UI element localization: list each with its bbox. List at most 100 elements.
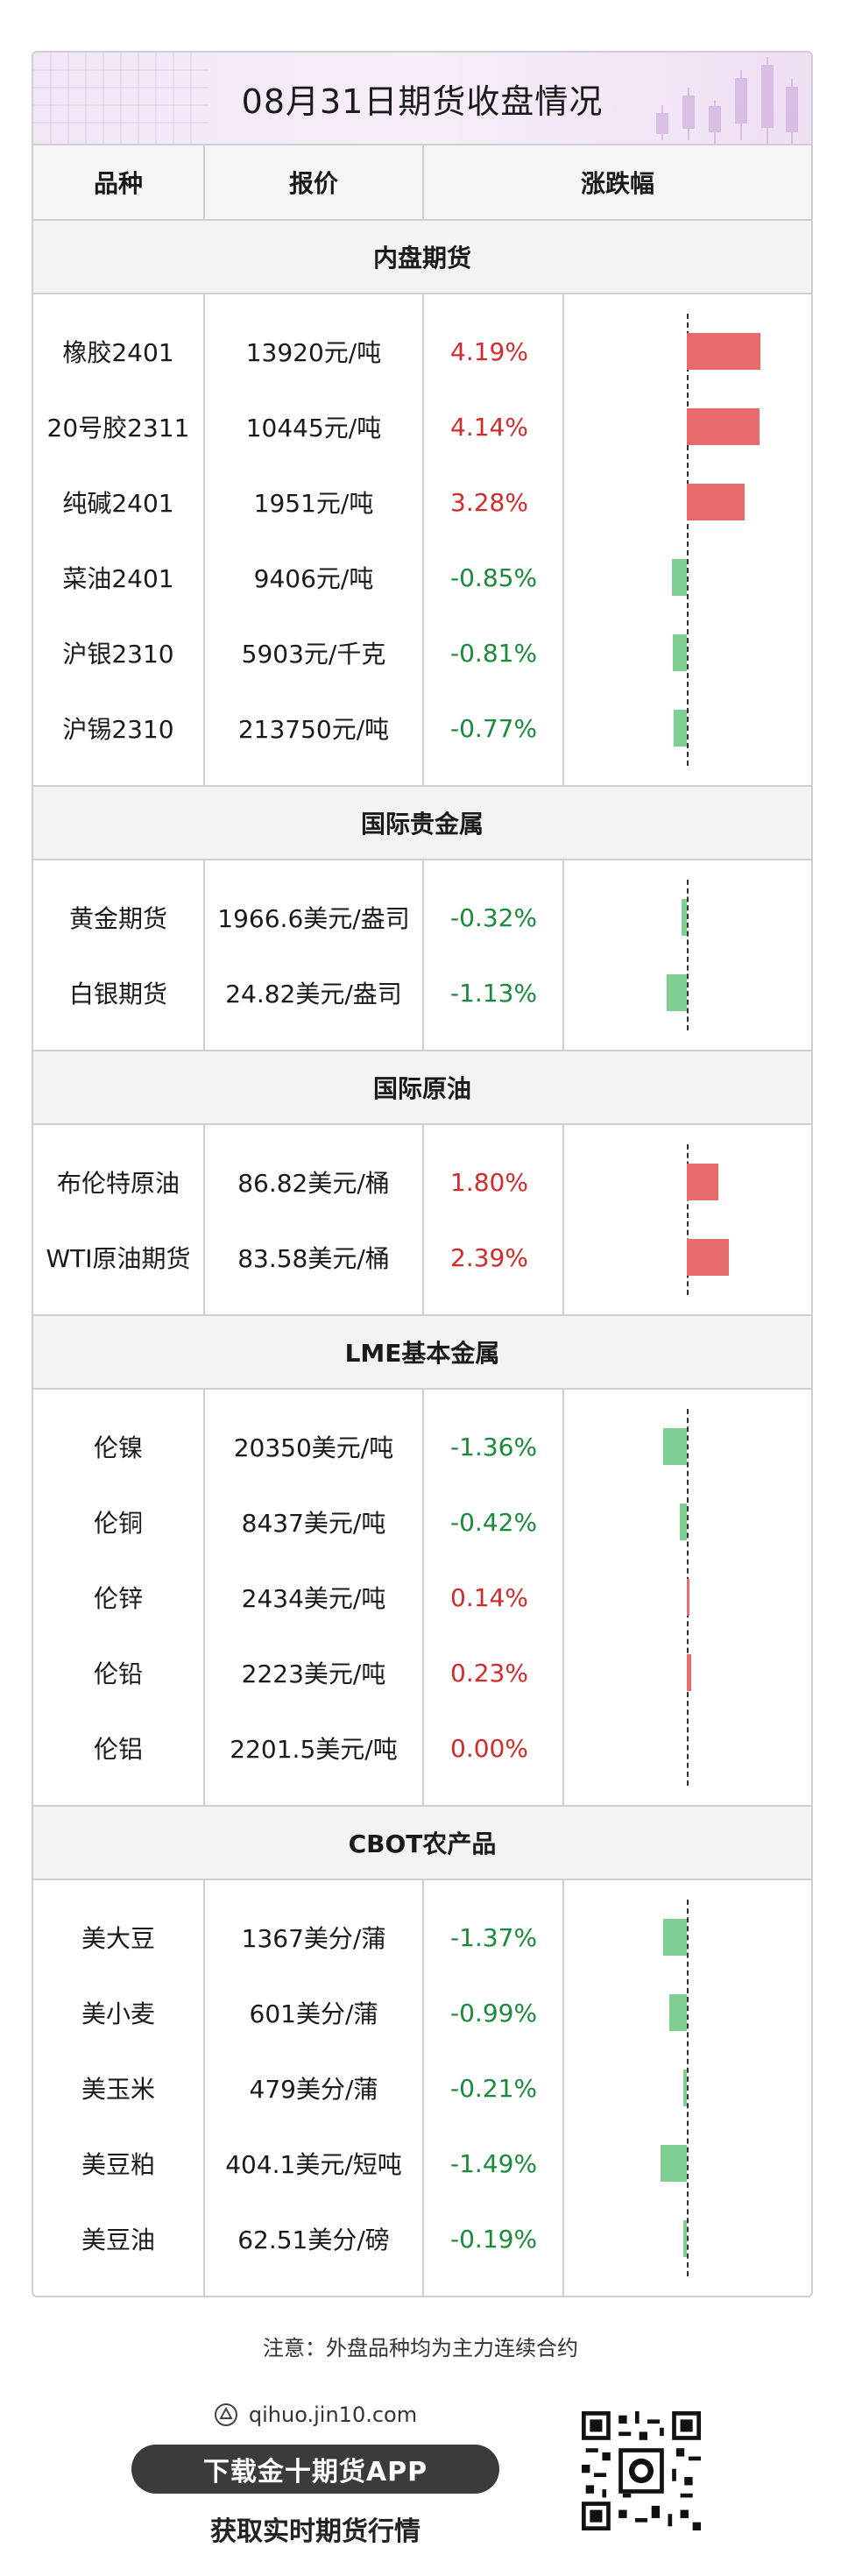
change-bar: [661, 2145, 687, 2182]
cell-change: -0.99%: [450, 1998, 538, 2028]
col-change: -0.32% -1.13%: [424, 860, 564, 1050]
section-body: 美大豆 美小麦 美玉米 美豆粕 美豆油 1367美分/蒲 601美分/蒲 479美分/蒲 404…: [33, 1880, 811, 2296]
section-body: 布伦特原油 WTI原油期货 86.82美元/桶 83.58美元/桶 1.80% 2.39%: [33, 1125, 811, 1316]
col-variety: 美大豆 美小麦 美玉米 美豆粕 美豆油: [33, 1880, 205, 2296]
cell-variety: 橡胶2401: [62, 338, 174, 367]
zero-line: [687, 314, 689, 766]
section-header: 国际贵金属: [33, 787, 811, 860]
col-price: 20350美元/吨 8437美元/吨 2434美元/吨 2223美元/吨 2201.5美…: [205, 1390, 424, 1805]
cell-variety: 菜油2401: [62, 564, 174, 593]
cell-variety: 沪锡2310: [62, 715, 174, 744]
cell-change: -0.85%: [450, 563, 538, 592]
cell-price: 20350美元/吨: [233, 1433, 394, 1462]
bar-cell: [564, 1900, 811, 1975]
cell-change: 0.00%: [450, 1733, 528, 1763]
bar-cell: [564, 540, 811, 615]
site-row[interactable]: qihuo.jin10.com: [131, 2397, 499, 2432]
cell-price: 5903元/千克: [241, 640, 386, 669]
col-variety: 布伦特原油 WTI原油期货: [33, 1125, 205, 1314]
cell-change: 0.23%: [450, 1658, 528, 1688]
bar-cell: [564, 615, 811, 690]
sections-container: 内盘期货 橡胶2401 20号胶2311 纯碱2401 菜油2401 沪银2310 沪锡23…: [33, 221, 811, 2296]
cell-change: 2.39%: [450, 1242, 528, 1272]
section-body: 伦镍 伦铜 伦锌 伦铅 伦铝 20350美元/吨 8437美元/吨 2434美元/吨 2223美…: [33, 1390, 811, 1807]
cell-price: 213750元/吨: [237, 715, 390, 744]
section-header: CBOT农产品: [33, 1807, 811, 1880]
cell-change: 4.19%: [450, 336, 528, 366]
table-header: 品种 报价 涨跌幅: [33, 145, 811, 221]
section-header: LME基本金属: [33, 1316, 811, 1390]
cell-variety: 伦锌: [93, 1584, 143, 1613]
bar-cell: [564, 1409, 811, 1484]
col-change-bar: [564, 294, 811, 785]
site-url[interactable]: qihuo.jin10.com: [248, 2403, 418, 2427]
cell-variety: 沪银2310: [62, 640, 174, 669]
col-change-bar: [564, 860, 811, 1050]
cell-price: 8437美元/吨: [241, 1509, 386, 1538]
cell-variety: 美豆粕: [81, 2150, 155, 2179]
cell-price: 86.82美元/桶: [237, 1169, 390, 1198]
cell-change: -1.13%: [450, 978, 538, 1008]
col-variety: 伦镍 伦铜 伦锌 伦铅 伦铝: [33, 1390, 205, 1805]
bar-cell: [564, 1975, 811, 2050]
bar-cell: [564, 2050, 811, 2126]
bar-cell: [564, 1635, 811, 1710]
bar-cell: [564, 2126, 811, 2201]
zero-line: [687, 1900, 689, 2276]
section-body: 黄金期货 白银期货 1966.6美元/盎司 24.82美元/盎司 -0.32% -1.13…: [33, 860, 811, 1051]
change-bar: [662, 1919, 687, 1956]
bar-cell: [564, 1560, 811, 1635]
change-bar: [683, 2220, 687, 2257]
col-price: 13920元/吨 10445元/吨 1951元/吨 9406元/吨 5903元/千克 21…: [205, 294, 424, 785]
change-bar: [679, 1504, 687, 1540]
change-bar: [669, 1994, 687, 2031]
change-bar: [687, 1579, 689, 1616]
cell-change: -0.42%: [450, 1507, 538, 1537]
cell-price: 404.1美元/短吨: [225, 2150, 402, 2179]
site-logo-icon: [214, 2403, 237, 2426]
cell-price: 479美分/蒲: [249, 2075, 378, 2104]
col-change: -1.37% -0.99% -0.21% -1.49% -0.19%: [424, 1880, 564, 2296]
bar-cell: [564, 690, 811, 766]
cell-change: -0.19%: [450, 2224, 538, 2254]
cell-price: 1951元/吨: [253, 489, 374, 518]
cell-change: -0.21%: [450, 2073, 538, 2103]
cell-change: -0.32%: [450, 902, 538, 932]
cell-variety: WTI原油期货: [46, 1244, 191, 1273]
cell-variety: 布伦特原油: [56, 1169, 180, 1198]
cell-variety: 伦镍: [93, 1433, 143, 1462]
candlestick-decor-icon: [656, 57, 798, 144]
cell-change: 4.14%: [450, 412, 528, 442]
section-body: 橡胶2401 20号胶2311 纯碱2401 菜油2401 沪银2310 沪锡2310 13…: [33, 294, 811, 787]
header-price: 报价: [205, 145, 424, 219]
qr-code-icon[interactable]: [582, 2411, 701, 2530]
cell-price: 601美分/蒲: [249, 1999, 378, 2028]
change-bar: [687, 1239, 729, 1276]
cell-change: 3.28%: [450, 487, 528, 517]
col-price: 86.82美元/桶 83.58美元/桶: [205, 1125, 424, 1314]
cell-price: 1367美分/蒲: [241, 1924, 386, 1953]
download-app-button[interactable]: 下载金十期货APP: [131, 2445, 499, 2494]
col-change-bar: [564, 1125, 811, 1314]
col-change-bar: [564, 1880, 811, 2296]
change-bar: [671, 559, 687, 596]
col-change: -1.36% -0.42% 0.14% 0.23% 0.00%: [424, 1390, 564, 1805]
change-bar: [687, 1654, 691, 1691]
slogan: 获取实时期货行情: [210, 2516, 420, 2547]
title-bar: 08月31日期货收盘情况: [33, 53, 811, 145]
cell-change: -0.77%: [450, 713, 538, 743]
footer-promo: qihuo.jin10.com 下载金十期货APP 获取实时期货行情: [131, 2397, 499, 2548]
cell-change: 0.14%: [450, 1582, 528, 1612]
change-bar: [681, 899, 687, 936]
cell-variety: 20号胶2311: [46, 414, 190, 442]
change-bar: [672, 634, 687, 671]
bar-cell: [564, 1484, 811, 1560]
cell-price: 2223美元/吨: [241, 1660, 386, 1688]
page-title: 08月31日期货收盘情况: [241, 81, 604, 121]
cell-price: 1966.6美元/盎司: [217, 904, 410, 933]
col-variety: 黄金期货 白银期货: [33, 860, 205, 1050]
cell-price: 10445元/吨: [245, 414, 382, 442]
change-bar: [687, 1164, 719, 1200]
cell-change: -0.81%: [450, 638, 538, 668]
cell-price: 2201.5美元/吨: [230, 1735, 398, 1764]
